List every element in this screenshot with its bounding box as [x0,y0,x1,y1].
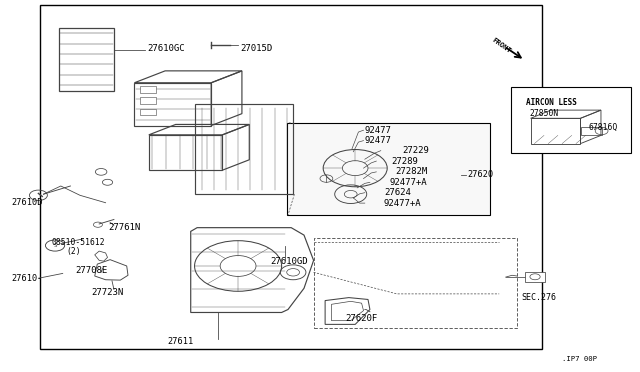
Text: 67816Q: 67816Q [589,123,618,132]
Text: (2): (2) [66,247,81,256]
Text: 92477: 92477 [365,136,392,145]
Text: FRONT: FRONT [491,37,512,54]
Text: 92477: 92477 [365,126,392,135]
Text: 27610GC: 27610GC [147,44,185,53]
Bar [140,86,156,93]
Text: 27610D: 27610D [12,198,43,207]
Text: 27723N: 27723N [92,288,124,296]
Text: S: S [53,243,57,248]
Bar [140,109,156,115]
Text: 27761N: 27761N [109,223,141,232]
Text: 27850N: 27850N [530,109,559,118]
Text: 27620: 27620 [467,170,493,179]
Text: 92477+A: 92477+A [384,199,422,208]
Text: AIRCON LESS: AIRCON LESS [526,98,577,107]
Text: 27708E: 27708E [76,266,108,275]
Bar [525,272,545,282]
Text: 27610GD: 27610GD [270,257,308,266]
Bar [511,87,631,153]
Text: 27282M: 27282M [396,167,428,176]
Text: .IP7 00P: .IP7 00P [562,356,597,362]
Text: 27611: 27611 [168,337,194,346]
Bar [140,97,156,104]
Text: 92477+A: 92477+A [389,178,427,187]
Text: SEC.276: SEC.276 [522,293,557,302]
Text: 27610-: 27610- [12,274,43,283]
Bar [40,5,542,349]
Text: 27229: 27229 [402,146,429,155]
Text: 27289: 27289 [392,157,419,166]
Text: 27624: 27624 [384,188,411,197]
Text: 27015D: 27015D [240,44,272,53]
Text: 08510-51612: 08510-51612 [51,238,105,247]
Bar [287,123,490,215]
Text: 27620F: 27620F [346,314,378,323]
